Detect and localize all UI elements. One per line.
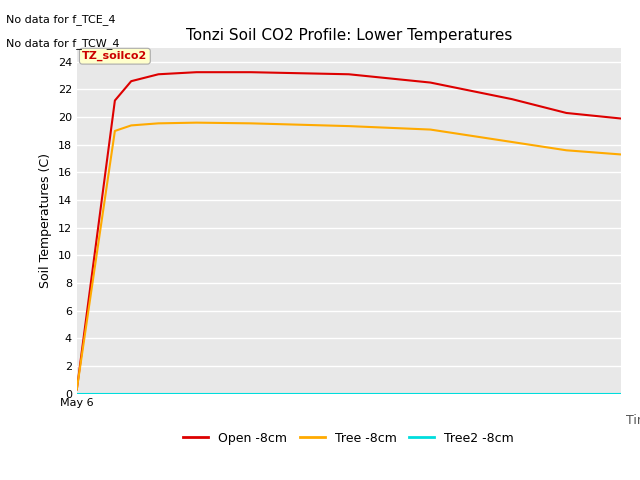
Text: No data for f_TCW_4: No data for f_TCW_4: [6, 38, 120, 49]
Text: No data for f_TCE_4: No data for f_TCE_4: [6, 14, 116, 25]
Text: Time: Time: [626, 414, 640, 427]
Legend: Open -8cm, Tree -8cm, Tree2 -8cm: Open -8cm, Tree -8cm, Tree2 -8cm: [179, 427, 519, 450]
Y-axis label: Soil Temperatures (C): Soil Temperatures (C): [39, 153, 52, 288]
Title: Tonzi Soil CO2 Profile: Lower Temperatures: Tonzi Soil CO2 Profile: Lower Temperatur…: [186, 28, 512, 43]
Text: TZ_soilco2: TZ_soilco2: [82, 51, 147, 61]
